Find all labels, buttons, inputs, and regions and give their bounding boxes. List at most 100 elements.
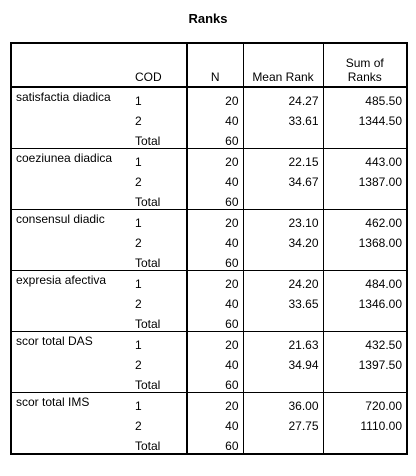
row-group: scor total IMS 1 20 36.00 720.00 2 40 27.75 1110… [11, 392, 407, 455]
value-cell: 60 [186, 250, 243, 271]
table-row: Total 60 [11, 433, 407, 455]
row-group: expresia afectiva 1 20 24.20 484.00 2 40 33.65 1… [11, 270, 407, 332]
value-cell: 720.00 [322, 392, 407, 413]
value-cell: 60 [186, 372, 243, 393]
cod-cell: 1 [133, 87, 188, 108]
table-row: 2 40 34.67 1387.00 [11, 169, 407, 189]
cod-cell: Total [133, 311, 188, 332]
value-cell: 33.65 [242, 291, 323, 311]
row-group: scor total DAS 1 20 21.63 432.50 2 40 34.94 1397… [11, 331, 407, 393]
table-row: 2 40 33.61 1344.50 [11, 108, 407, 128]
value-cell: 24.27 [242, 87, 323, 108]
value-cell: 20 [186, 148, 243, 169]
variable-label: scor total DAS [16, 334, 93, 348]
value-cell: 40 [186, 108, 243, 128]
value-cell: 60 [186, 433, 243, 455]
variable-cell: satisfactia diadica [11, 87, 133, 149]
header-cell [11, 43, 133, 88]
table-row: Total 60 [11, 372, 407, 393]
cod-cell: 1 [133, 270, 188, 291]
empty-cell [242, 372, 323, 393]
header-row: COD N Mean Rank Sum of Ranks [11, 43, 407, 88]
cod-cell: 1 [133, 148, 188, 169]
ranks-table: COD N Mean Rank Sum of Ranks satisfactia… [10, 42, 408, 455]
variable-cell: expresia afectiva [11, 270, 133, 332]
value-cell: 20 [186, 392, 243, 413]
value-cell: 20 [186, 270, 243, 291]
row-group: satisfactia diadica 1 20 24.27 485.50 2 40 33.6… [11, 87, 407, 149]
table-row: consensul diadic 1 20 23.10 462.00 [11, 209, 407, 271]
empty-cell [242, 189, 323, 210]
table-row: coeziunea diadica 1 20 22.15 443.00 [11, 148, 407, 210]
empty-cell [322, 372, 407, 393]
value-cell: 60 [186, 128, 243, 149]
empty-cell [322, 311, 407, 332]
value-cell: 40 [186, 169, 243, 189]
cod-cell: 1 [133, 209, 188, 230]
cod-cell: Total [133, 189, 188, 210]
value-cell: 484.00 [322, 270, 407, 291]
table-row: scor total DAS 1 20 21.63 432.50 [11, 331, 407, 393]
value-cell: 27.75 [242, 413, 323, 433]
value-cell: 20 [186, 87, 243, 108]
value-cell: 40 [186, 352, 243, 372]
row-group: coeziunea diadica 1 20 22.15 443.00 2 40 34.67 1… [11, 148, 407, 210]
table-row: scor total IMS 1 20 36.00 720.00 [11, 392, 407, 455]
value-cell: 60 [186, 311, 243, 332]
table-row: Total 60 [11, 189, 407, 210]
empty-cell [322, 250, 407, 271]
table-title: Ranks [188, 11, 228, 26]
cod-cell: Total [133, 372, 188, 393]
empty-cell [322, 433, 407, 455]
value-cell: 1368.00 [322, 230, 407, 250]
value-cell: 1387.00 [322, 169, 407, 189]
value-cell: 20 [186, 331, 243, 352]
table-row: expresia afectiva 1 20 24.20 484.00 [11, 270, 407, 332]
cod-cell: Total [133, 433, 188, 455]
value-cell: 1110.00 [322, 413, 407, 433]
cod-cell: 2 [133, 352, 188, 372]
cod-cell: 2 [133, 108, 188, 128]
value-cell: 40 [186, 230, 243, 250]
value-cell: 24.20 [242, 270, 323, 291]
value-cell: 33.61 [242, 108, 323, 128]
table-row: 2 40 34.94 1397.50 [11, 352, 407, 372]
header-cell: Mean Rank [242, 43, 323, 88]
variable-label: scor total IMS [16, 395, 90, 409]
value-cell: 485.50 [322, 87, 407, 108]
value-cell: 1344.50 [322, 108, 407, 128]
table-row: Total 60 [11, 250, 407, 271]
cod-cell: 2 [133, 413, 188, 433]
value-cell: 1346.00 [322, 291, 407, 311]
header-cell: N [186, 43, 243, 88]
variable-cell: consensul diadic [11, 209, 133, 271]
cod-cell: 1 [133, 331, 188, 352]
variable-label: consensul diadic [16, 212, 105, 226]
variable-label: coeziunea diadica [16, 151, 113, 165]
value-cell: 60 [186, 189, 243, 210]
row-group: consensul diadic 1 20 23.10 462.00 2 40 34.20 13… [11, 209, 407, 271]
table-row: Total 60 [11, 311, 407, 332]
value-cell: 34.20 [242, 230, 323, 250]
table-row: 2 40 27.75 1110.00 [11, 413, 407, 433]
table-row: 2 40 34.20 1368.00 [11, 230, 407, 250]
value-cell: 23.10 [242, 209, 323, 230]
empty-cell [322, 128, 407, 149]
cod-cell: Total [133, 250, 188, 271]
value-cell: 21.63 [242, 331, 323, 352]
cod-cell: Total [133, 128, 188, 149]
table-row: 2 40 33.65 1346.00 [11, 291, 407, 311]
value-cell: 40 [186, 291, 243, 311]
variable-cell: scor total IMS [11, 392, 133, 455]
table-row: Total 60 [11, 128, 407, 149]
empty-cell [322, 189, 407, 210]
empty-cell [242, 250, 323, 271]
header-cell: COD [133, 43, 188, 88]
empty-cell [242, 311, 323, 332]
value-cell: 34.67 [242, 169, 323, 189]
value-cell: 34.94 [242, 352, 323, 372]
value-cell: 443.00 [322, 148, 407, 169]
variable-cell: coeziunea diadica [11, 148, 133, 210]
variable-cell: scor total DAS [11, 331, 133, 393]
